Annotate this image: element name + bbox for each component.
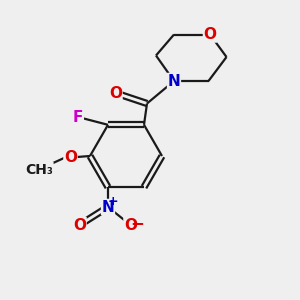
Text: O: O [73, 218, 86, 232]
Text: N: N [168, 74, 180, 88]
Text: F: F [73, 110, 83, 124]
Text: O: O [64, 150, 77, 165]
Text: N: N [102, 200, 114, 214]
Text: O: O [109, 85, 122, 100]
Text: O: O [203, 27, 217, 42]
Text: −: − [130, 214, 144, 232]
Text: O: O [124, 218, 137, 232]
Text: +: + [108, 195, 119, 208]
Text: CH₃: CH₃ [25, 163, 53, 176]
